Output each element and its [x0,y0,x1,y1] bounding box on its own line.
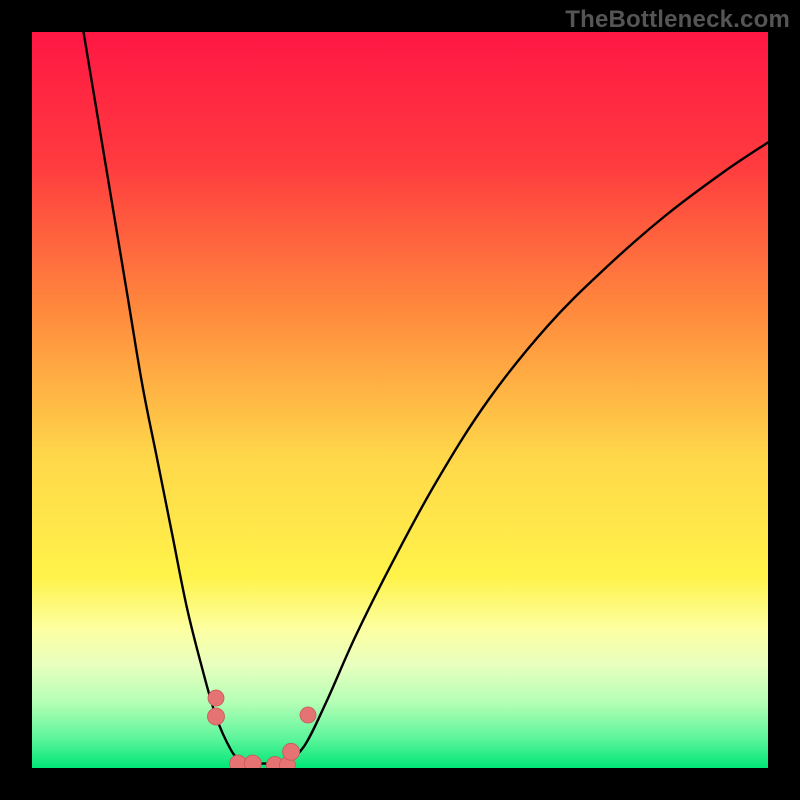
chart-svg [0,0,800,800]
gradient-background [32,32,768,768]
data-point [208,708,225,725]
data-point [300,707,316,723]
watermark-label: TheBottleneck.com [565,6,790,34]
chart-root: TheBottleneck.com [0,0,800,800]
data-point [283,743,300,760]
data-point [208,690,224,706]
